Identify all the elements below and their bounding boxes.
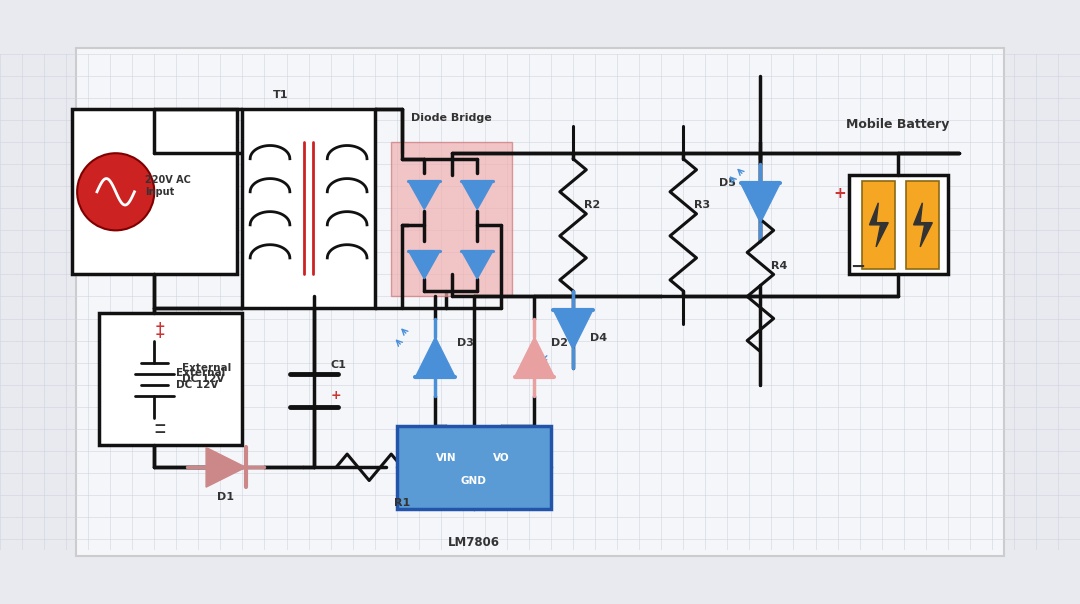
Polygon shape <box>408 181 441 210</box>
Text: R2: R2 <box>584 201 600 210</box>
Text: D4: D4 <box>590 333 607 342</box>
Text: R4: R4 <box>771 261 787 271</box>
Text: Diode Bridge: Diode Bridge <box>411 114 492 123</box>
Text: R3: R3 <box>694 201 711 210</box>
Text: D1: D1 <box>217 492 234 503</box>
Text: 220V AC
Input: 220V AC Input <box>146 176 191 197</box>
Polygon shape <box>408 251 441 279</box>
Bar <box>906 181 939 269</box>
Text: VO: VO <box>494 454 510 463</box>
Text: External
DC 12V: External DC 12V <box>181 363 231 384</box>
Text: T1: T1 <box>273 91 288 100</box>
Text: LM7806: LM7806 <box>448 536 500 548</box>
Polygon shape <box>416 337 455 377</box>
Polygon shape <box>515 337 554 377</box>
Text: −: − <box>153 418 166 432</box>
Polygon shape <box>461 181 494 210</box>
Text: −: − <box>850 258 865 276</box>
Bar <box>242 109 375 307</box>
Polygon shape <box>461 251 494 279</box>
Text: D3: D3 <box>457 338 474 348</box>
Polygon shape <box>553 310 593 349</box>
Circle shape <box>77 153 154 230</box>
Text: Mobile Battery: Mobile Battery <box>847 118 949 131</box>
Text: D5: D5 <box>718 178 735 188</box>
Polygon shape <box>914 203 932 247</box>
Text: External
DC 12V: External DC 12V <box>176 368 226 390</box>
Text: +: + <box>834 187 847 202</box>
Polygon shape <box>741 183 780 223</box>
Polygon shape <box>869 203 888 247</box>
Text: +: + <box>330 389 341 402</box>
Bar <box>862 181 895 269</box>
Polygon shape <box>206 448 246 487</box>
Text: +: + <box>154 320 165 333</box>
Text: VIN: VIN <box>436 454 457 463</box>
Bar <box>849 175 948 274</box>
Text: GND: GND <box>461 475 487 486</box>
Text: −: − <box>153 425 166 440</box>
Text: D2: D2 <box>551 338 568 348</box>
Bar <box>99 313 242 445</box>
Bar <box>391 142 512 297</box>
Bar <box>71 109 237 274</box>
Text: C1: C1 <box>330 360 347 370</box>
Text: R1: R1 <box>394 498 410 508</box>
Bar <box>396 426 551 509</box>
Text: +: + <box>154 327 165 341</box>
